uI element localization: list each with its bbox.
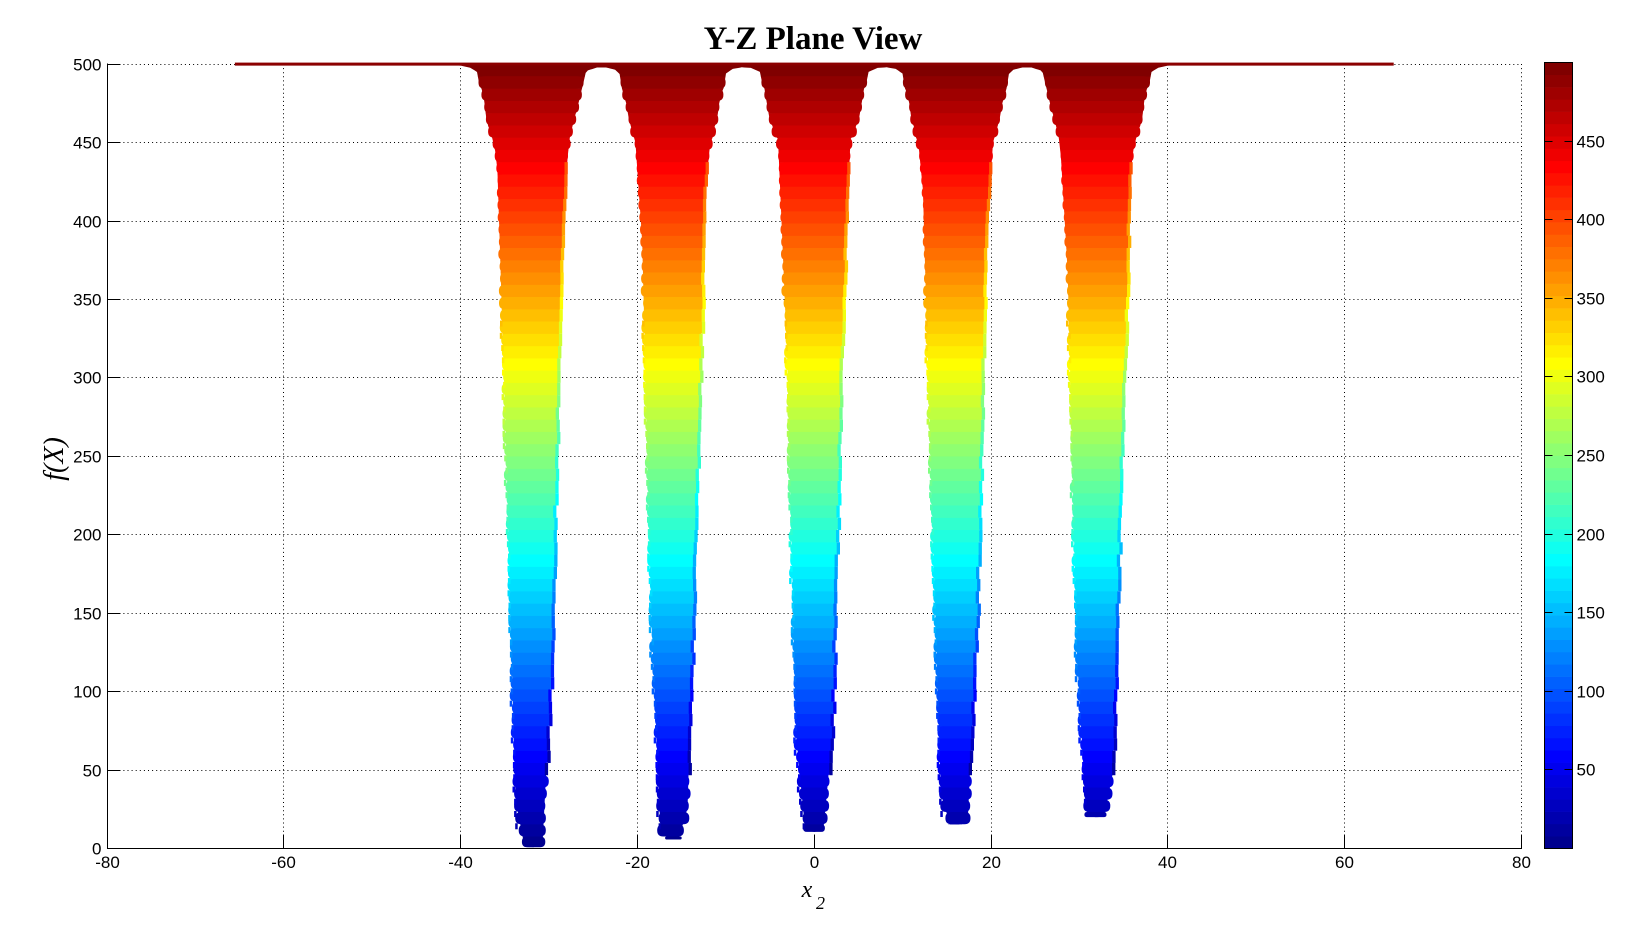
svg-text:150: 150 <box>73 605 101 624</box>
svg-text:100: 100 <box>1577 683 1605 702</box>
svg-text:50: 50 <box>1577 761 1596 780</box>
svg-text:200: 200 <box>1577 526 1605 545</box>
svg-text:Y-Z Plane View: Y-Z Plane View <box>704 21 923 57</box>
svg-text:40: 40 <box>1158 853 1177 872</box>
svg-text:400: 400 <box>73 213 101 232</box>
svg-text:-20: -20 <box>625 853 650 872</box>
svg-text:350: 350 <box>1577 290 1605 309</box>
svg-text:0: 0 <box>92 840 101 859</box>
svg-text:500: 500 <box>73 56 101 75</box>
svg-text:50: 50 <box>83 762 102 781</box>
svg-text:150: 150 <box>1577 604 1605 623</box>
svg-text:-40: -40 <box>448 853 473 872</box>
svg-text:100: 100 <box>73 683 101 702</box>
svg-text:200: 200 <box>73 526 101 545</box>
svg-text:80: 80 <box>1512 853 1531 872</box>
svg-text:300: 300 <box>73 369 101 388</box>
svg-text:250: 250 <box>73 448 101 467</box>
svg-text:400: 400 <box>1577 211 1605 230</box>
svg-text:x: x <box>801 877 813 903</box>
svg-text:350: 350 <box>73 291 101 310</box>
svg-text:450: 450 <box>73 134 101 153</box>
svg-text:20: 20 <box>982 853 1001 872</box>
svg-text:0: 0 <box>810 853 819 872</box>
svg-text:450: 450 <box>1577 133 1605 152</box>
svg-text:-60: -60 <box>271 853 296 872</box>
svg-text:-80: -80 <box>95 853 120 872</box>
svg-text:f(X): f(X) <box>39 437 70 481</box>
svg-text:60: 60 <box>1335 853 1354 872</box>
svg-text:300: 300 <box>1577 368 1605 387</box>
svg-text:250: 250 <box>1577 447 1605 466</box>
svg-text:2: 2 <box>816 893 825 913</box>
